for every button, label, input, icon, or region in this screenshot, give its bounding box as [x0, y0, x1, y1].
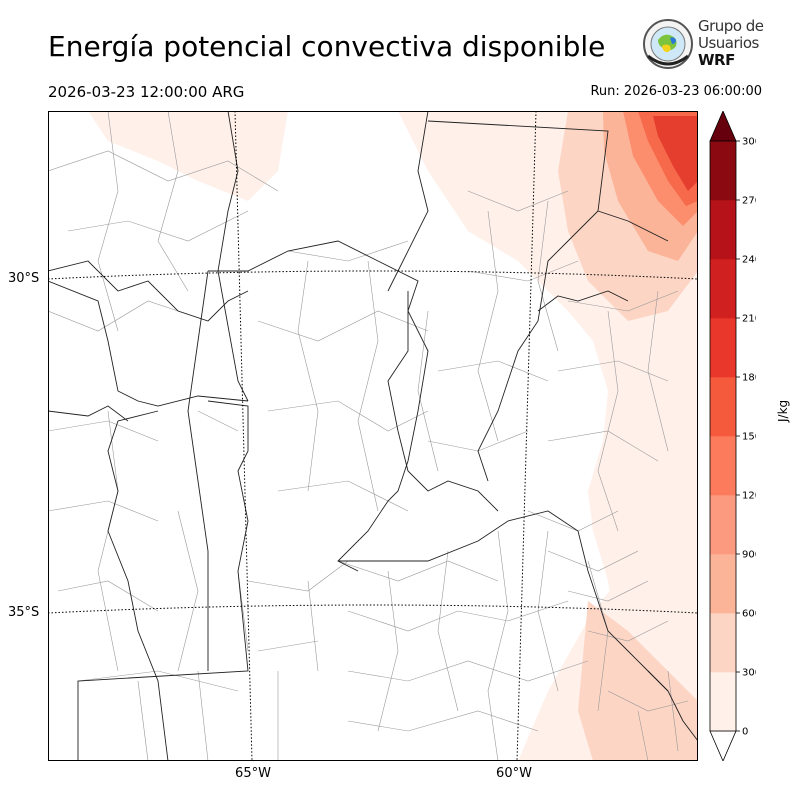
- colorbar-tick-label: 600: [742, 609, 756, 620]
- meridian-65w: [234, 111, 253, 761]
- colorbar-tick-label: 1200: [742, 491, 756, 502]
- parallel-35s: [48, 604, 698, 614]
- logo-line-1: Grupo de: [698, 17, 764, 35]
- cape-band-1500: [653, 116, 698, 191]
- page-title: Energía potencial convectiva disponible: [48, 30, 606, 63]
- colorbar: 0 300 600 900 1200 1500 1800 2100 2400 2700 3000: [706, 109, 767, 763]
- border-path-3: [48, 280, 249, 407]
- colorbar-tick-label: 1800: [742, 373, 756, 384]
- colorbar-tick-label: 2700: [742, 196, 756, 207]
- border-path-6: [107, 410, 169, 761]
- colorbar-under-triangle: [709, 730, 737, 763]
- colorbar-tick-label: 3000: [742, 137, 756, 148]
- colorbar-segment: [710, 436, 736, 496]
- border-path-4: [187, 270, 209, 671]
- run-time: Run: 2026-03-23 06:00:00: [590, 84, 762, 99]
- colorbar-over-triangle: [709, 109, 737, 142]
- colorbar-segment: [710, 613, 736, 673]
- wrf-group-logo: Grupo de Usuarios WRF: [640, 16, 770, 76]
- map-frame: [48, 111, 698, 761]
- colorbar-tick-label: 900: [742, 550, 756, 561]
- border-path-7: [77, 400, 249, 761]
- colorbar-segment: [710, 259, 736, 319]
- map-canvas: [48, 111, 698, 761]
- graticule: [48, 111, 698, 761]
- lon-label-65w: 65°W: [235, 766, 271, 781]
- cape-map: [48, 111, 698, 761]
- colorbar-segment: [710, 672, 736, 732]
- border-path-13: [537, 290, 629, 312]
- logo-line-2: Usuarios: [698, 34, 759, 52]
- coastline: [647, 670, 698, 742]
- border-path-8: [208, 240, 429, 572]
- logo-line-3: WRF: [698, 51, 735, 69]
- colorbar-segment: [710, 377, 736, 437]
- border-path-9: [387, 291, 499, 512]
- lon-label-60w: 60°W: [496, 766, 532, 781]
- border-path-12: [427, 120, 609, 482]
- colorbar-segment: [710, 200, 736, 260]
- cape-band-300-b: [578, 601, 698, 761]
- border-path-15: [338, 510, 669, 692]
- border-path-5: [48, 405, 129, 422]
- colorbar-segment: [710, 141, 736, 201]
- colorbar-tick-label: 300: [742, 668, 756, 679]
- colorbar-segment: [710, 495, 736, 555]
- valid-time: 2026-03-23 12:00:00 ARG: [48, 83, 245, 101]
- border-path-10: [387, 111, 429, 292]
- colorbar-tick-label: 2100: [742, 314, 756, 325]
- lat-label-30s: 30°S: [8, 271, 40, 286]
- province-boundaries: [48, 111, 698, 761]
- globe-seal-icon: [643, 19, 693, 69]
- colorbar-tick-label: 0: [742, 727, 748, 738]
- colorbar-tick-label: 2400: [742, 255, 756, 266]
- cape-field: [88, 111, 698, 761]
- lat-label-35s: 35°S: [8, 605, 40, 620]
- colorbar-tick-label: 1500: [742, 432, 756, 443]
- colorbar-segment: [710, 318, 736, 378]
- colorbar-unit: J/kg: [776, 399, 790, 422]
- border-path-1: [48, 260, 249, 322]
- colorbar-segment: [710, 554, 736, 614]
- colorbar-canvas: 0 300 600 900 1200 1500 1800 2100 2400 2700 3000: [709, 109, 767, 763]
- parallel-30s: [48, 270, 698, 280]
- border-path-14: [597, 210, 669, 242]
